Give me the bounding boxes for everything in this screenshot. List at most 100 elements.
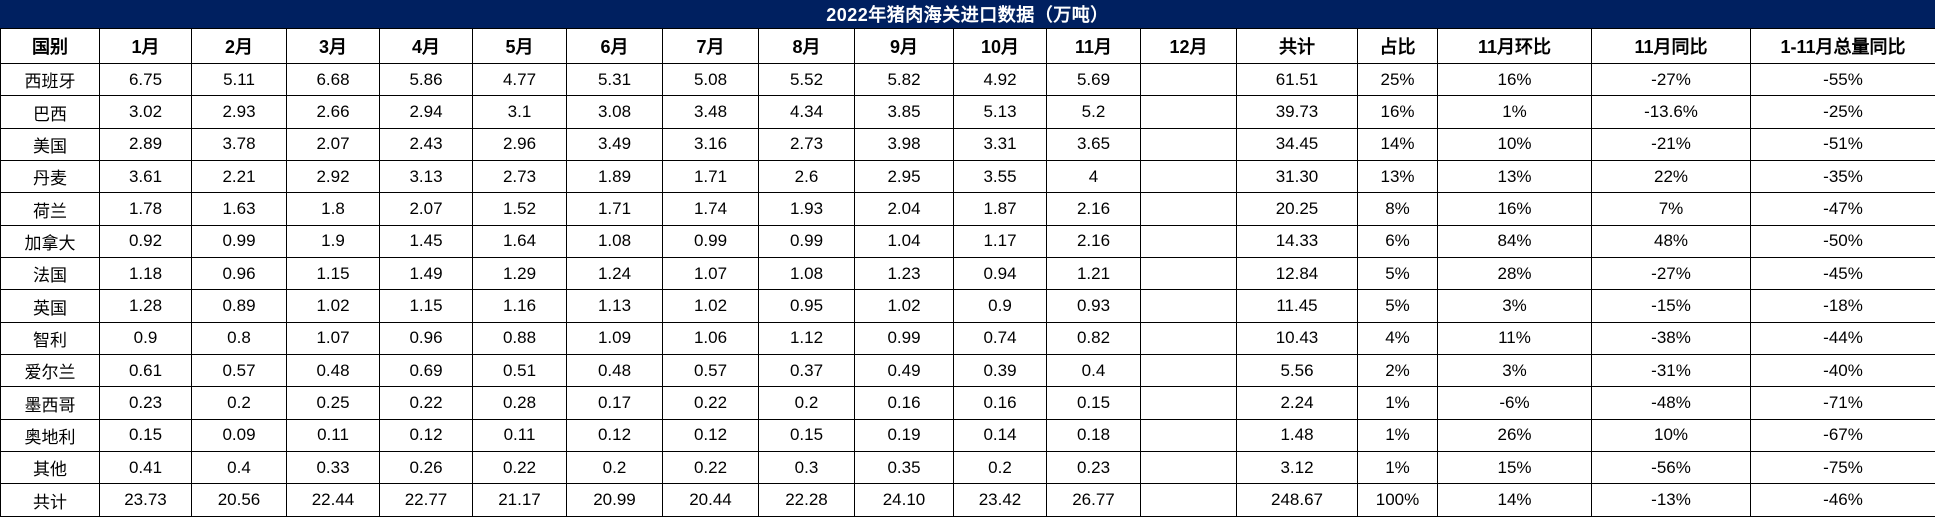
- column-header: 7月: [662, 28, 759, 64]
- cell: [1140, 386, 1237, 420]
- cell: 1%: [1357, 418, 1438, 453]
- table-body: 西班牙 6.75 5.11 6.68 5.86 4.77 5.31 5.08 5.52 5.82 4…: [0, 62, 1935, 517]
- cell: 31.30: [1236, 160, 1358, 194]
- cell: 3.61: [99, 160, 192, 194]
- cell: -40%: [1750, 354, 1935, 388]
- row-label: 墨西哥: [0, 386, 100, 420]
- cell: 5%: [1357, 289, 1438, 323]
- cell: -67%: [1750, 418, 1935, 453]
- cell: -21%: [1591, 127, 1751, 162]
- cell: 3%: [1437, 354, 1592, 388]
- cell: 2.92: [286, 160, 380, 194]
- table-row: 奥地利 0.15 0.09 0.11 0.12 0.11 0.12 0.12 0.15 0.19 0…: [0, 418, 1935, 453]
- cell: -18%: [1750, 289, 1935, 323]
- cell: 0.57: [191, 354, 287, 388]
- cell: 1.16: [472, 289, 567, 323]
- cell: 0.16: [854, 386, 954, 420]
- cell: 1.8: [286, 192, 380, 226]
- cell: -27%: [1591, 257, 1751, 291]
- cell: 14%: [1357, 127, 1438, 162]
- cell: 0.15: [758, 418, 855, 453]
- cell: 1.18: [99, 257, 192, 291]
- cell: 1%: [1357, 451, 1438, 485]
- cell: 0.88: [472, 321, 567, 356]
- cell: 0.9: [953, 289, 1047, 323]
- cell: 28%: [1437, 257, 1592, 291]
- cell: 24.10: [854, 483, 954, 517]
- cell: 0.22: [662, 386, 759, 420]
- cell: 5.11: [191, 62, 287, 97]
- column-header: 国别: [0, 28, 100, 64]
- cell: -45%: [1750, 257, 1935, 291]
- cell: 22.77: [379, 483, 473, 517]
- cell: [1140, 224, 1237, 259]
- column-header: 2月: [191, 28, 287, 64]
- cell: 3.08: [566, 95, 663, 129]
- cell: -46%: [1750, 483, 1935, 517]
- cell: 6.75: [99, 62, 192, 97]
- cell: -25%: [1750, 95, 1935, 129]
- cell: 0.23: [1046, 451, 1141, 485]
- cell: 39.73: [1236, 95, 1358, 129]
- cell: 0.9: [99, 321, 192, 356]
- cell: 2.21: [191, 160, 287, 194]
- cell: 0.23: [99, 386, 192, 420]
- cell: 1.08: [566, 224, 663, 259]
- cell: 2.89: [99, 127, 192, 162]
- row-label: 美国: [0, 127, 100, 162]
- cell: 22.28: [758, 483, 855, 517]
- cell: 0.69: [379, 354, 473, 388]
- cell: -6%: [1437, 386, 1592, 420]
- row-label: 巴西: [0, 95, 100, 129]
- cell: 2.96: [472, 127, 567, 162]
- cell: 23.73: [99, 483, 192, 517]
- cell: 16%: [1437, 192, 1592, 226]
- cell: -71%: [1750, 386, 1935, 420]
- cell: 5.82: [854, 62, 954, 97]
- cell: 0.74: [953, 321, 1047, 356]
- cell: 26.77: [1046, 483, 1141, 517]
- cell: 5.86: [379, 62, 473, 97]
- cell: 0.12: [662, 418, 759, 453]
- cell: -56%: [1591, 451, 1751, 485]
- cell: 1.49: [379, 257, 473, 291]
- cell: 12.84: [1236, 257, 1358, 291]
- cell: 0.4: [191, 451, 287, 485]
- cell: 0.14: [953, 418, 1047, 453]
- cell: -35%: [1750, 160, 1935, 194]
- cell: 2.16: [1046, 192, 1141, 226]
- cell: 4: [1046, 160, 1141, 194]
- cell: 34.45: [1236, 127, 1358, 162]
- cell: 0.95: [758, 289, 855, 323]
- table-row: 智利 0.9 0.8 1.07 0.96 0.88 1.09 1.06 1.12 0.99 0.74…: [0, 321, 1935, 356]
- cell: 4%: [1357, 321, 1438, 356]
- cell: 1.45: [379, 224, 473, 259]
- cell: 0.16: [953, 386, 1047, 420]
- cell: 0.57: [662, 354, 759, 388]
- cell: 0.22: [662, 451, 759, 485]
- cell: 22%: [1591, 160, 1751, 194]
- cell: 48%: [1591, 224, 1751, 259]
- cell: 2.07: [379, 192, 473, 226]
- table-row: 英国 1.28 0.89 1.02 1.15 1.16 1.13 1.02 0.95 1.02 0.…: [0, 289, 1935, 323]
- row-label: 共计: [0, 483, 100, 517]
- cell: -31%: [1591, 354, 1751, 388]
- cell: [1140, 289, 1237, 323]
- cell: 3.13: [379, 160, 473, 194]
- cell: 3.16: [662, 127, 759, 162]
- cell: 1.09: [566, 321, 663, 356]
- cell: 14%: [1437, 483, 1592, 517]
- row-label: 荷兰: [0, 192, 100, 226]
- table-row: 巴西 3.02 2.93 2.66 2.94 3.1 3.08 3.48 4.34 3.85 5.1…: [0, 95, 1935, 129]
- cell: [1140, 160, 1237, 194]
- cell: 2.94: [379, 95, 473, 129]
- cell: 1.93: [758, 192, 855, 226]
- cell: 13%: [1357, 160, 1438, 194]
- column-header: 3月: [286, 28, 380, 64]
- table-row: 爱尔兰 0.61 0.57 0.48 0.69 0.51 0.48 0.57 0.37 0.49 0…: [0, 354, 1935, 388]
- table-row: 加拿大 0.92 0.99 1.9 1.45 1.64 1.08 0.99 0.99 1.04 1.…: [0, 224, 1935, 259]
- cell: 1.07: [662, 257, 759, 291]
- row-label: 法国: [0, 257, 100, 291]
- cell: 100%: [1357, 483, 1438, 517]
- cell: 0.93: [1046, 289, 1141, 323]
